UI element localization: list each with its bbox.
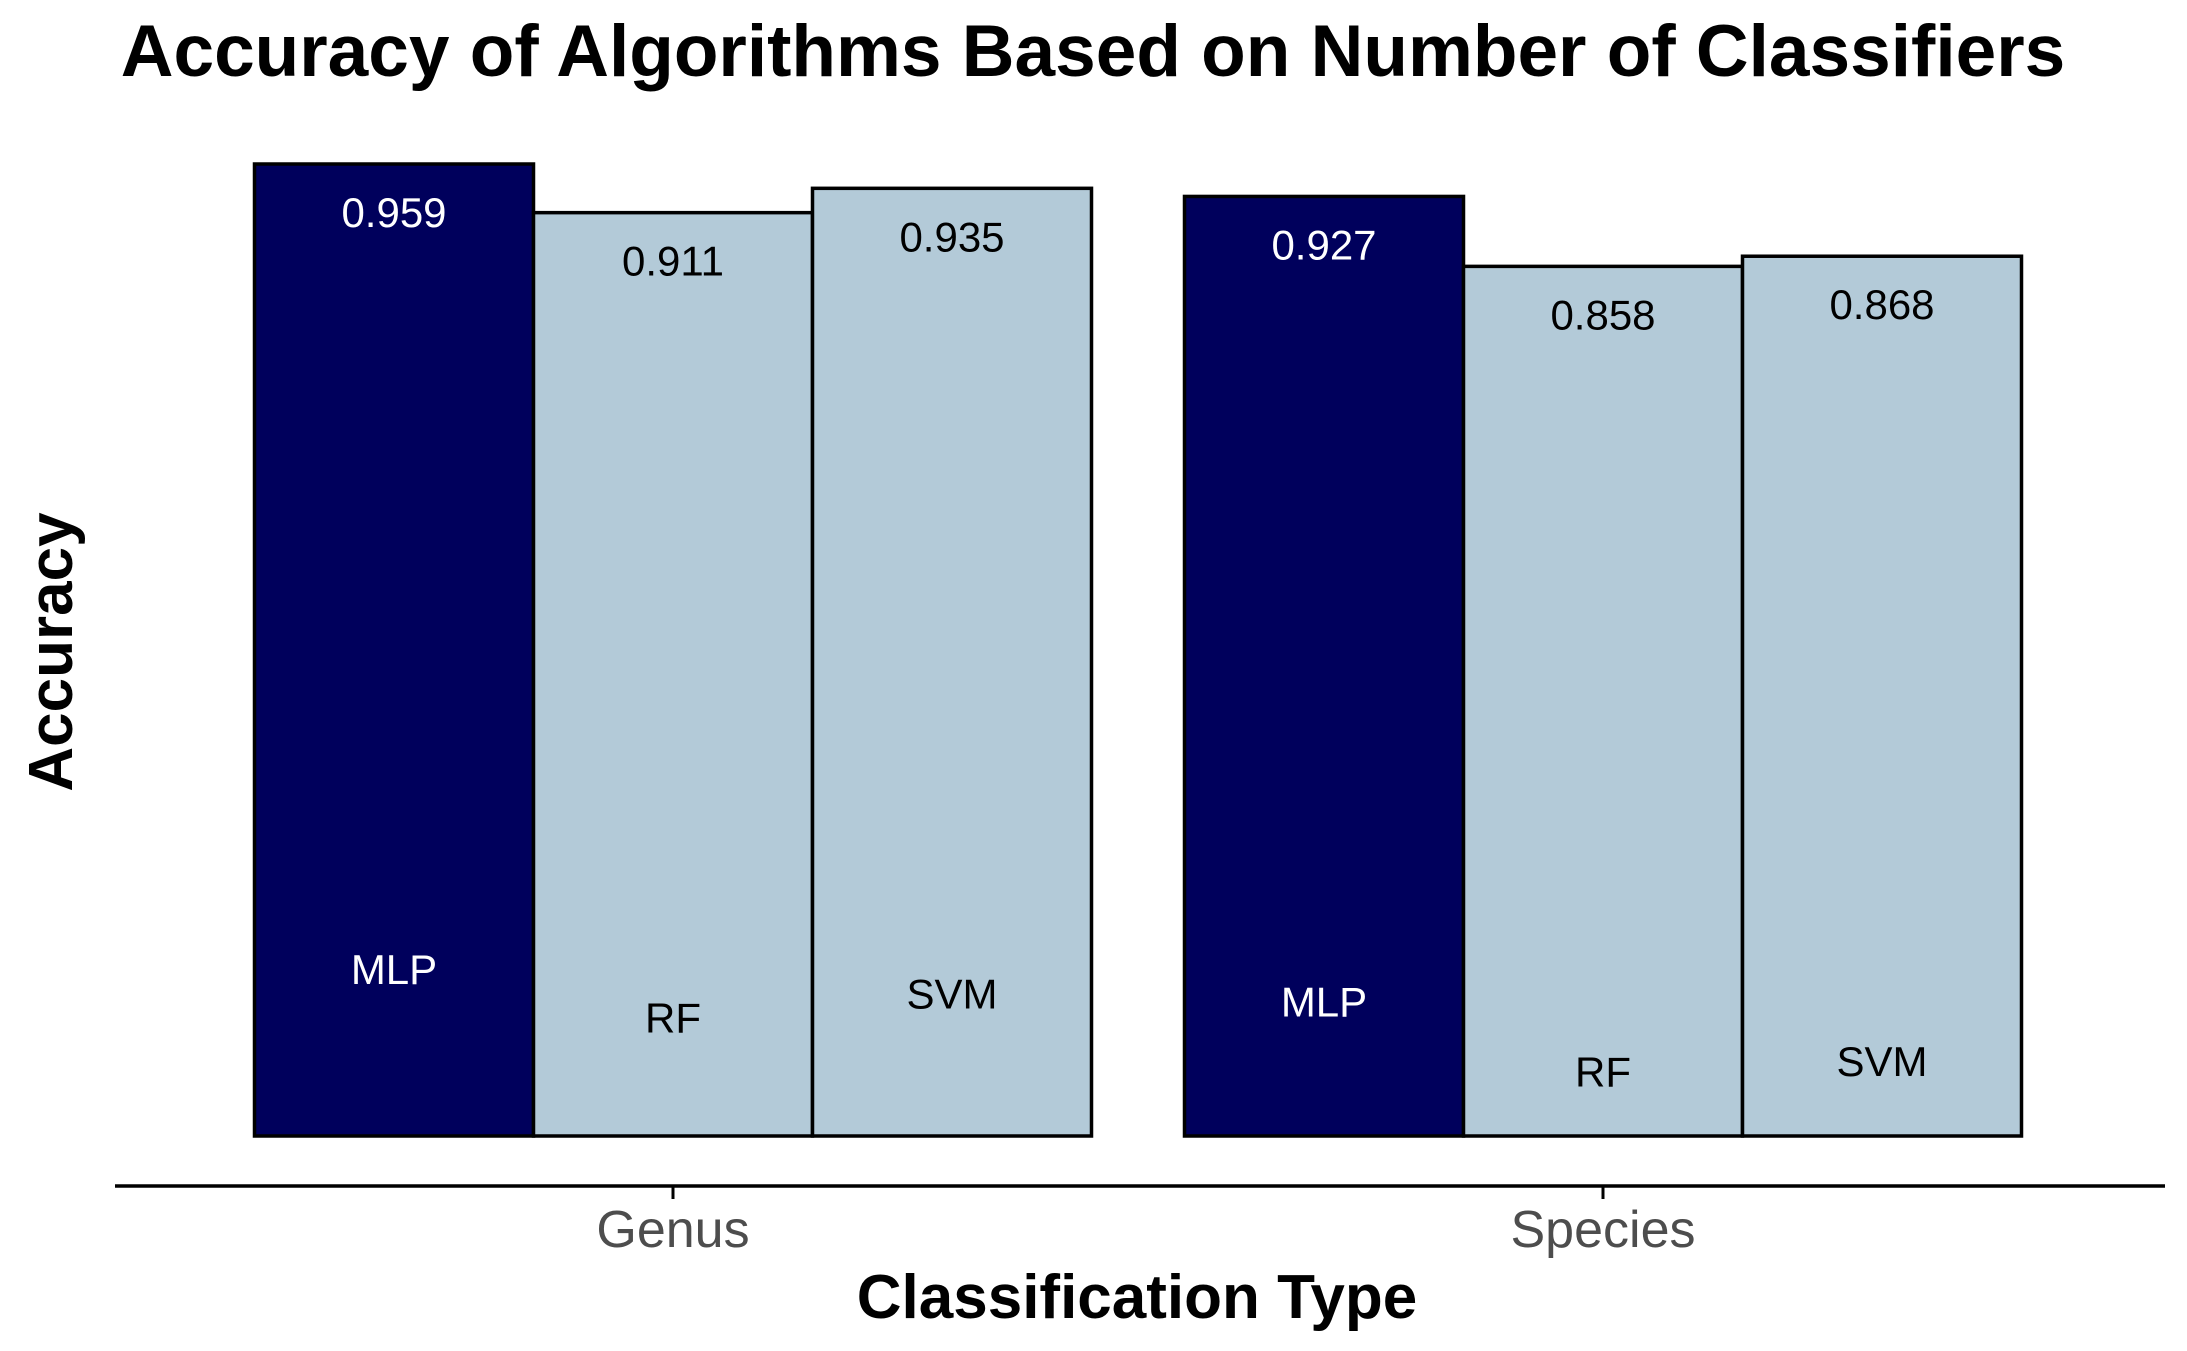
series-label-svm-species: SVM	[1836, 1038, 1927, 1085]
series-label-svm-genus: SVM	[906, 970, 997, 1017]
bar-labels-layer: 0.959 MLP 0.911 RF 0.935 SVM 0.927 MLP 0.858 RF 0.…	[341, 189, 1934, 1095]
value-label-svm-species: 0.868	[1829, 281, 1934, 328]
series-label-mlp-genus: MLP	[351, 946, 437, 993]
bars-layer	[252, 162, 2024, 1138]
series-label-rf-genus: RF	[645, 995, 701, 1042]
bar-svm-genus	[810, 186, 1094, 1138]
x-axis-ticks: Genus Species	[596, 1186, 1696, 1259]
series-label-mlp-species: MLP	[1281, 978, 1367, 1025]
x-tick-label-species: Species	[1511, 1201, 1696, 1259]
bar-mlp-species	[1182, 194, 1466, 1138]
bar-svm-species	[1740, 254, 2024, 1138]
value-label-mlp-species: 0.927	[1271, 221, 1376, 268]
x-axis-title: Classification Type	[857, 1263, 1417, 1332]
bar-rf-species	[1461, 264, 1745, 1138]
x-tick-label-genus: Genus	[596, 1201, 749, 1259]
value-label-rf-genus: 0.911	[622, 238, 724, 285]
bar-mlp-genus	[252, 162, 536, 1138]
value-label-rf-species: 0.858	[1550, 291, 1655, 338]
bar-rf-genus	[531, 210, 815, 1138]
chart-title: Accuracy of Algorithms Based on Number o…	[121, 11, 2065, 92]
value-label-mlp-genus: 0.959	[341, 189, 446, 236]
y-axis-title: Accuracy	[17, 512, 86, 792]
series-label-rf-species: RF	[1575, 1048, 1631, 1095]
value-label-svm-genus: 0.935	[899, 213, 1004, 260]
